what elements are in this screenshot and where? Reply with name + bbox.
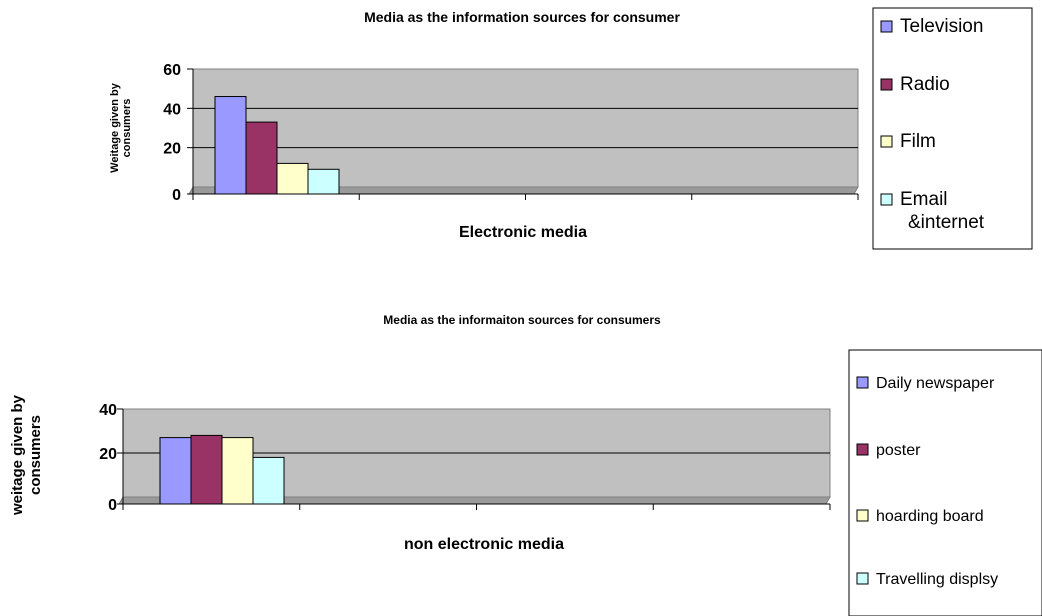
bar-radio bbox=[245, 121, 278, 195]
legend-swatch bbox=[880, 20, 893, 33]
legend-swatch bbox=[856, 376, 869, 389]
legend-swatch bbox=[856, 572, 869, 585]
y-tick-label: 0 bbox=[108, 497, 117, 514]
y-axis-label: weitage given byconsumers bbox=[9, 394, 44, 516]
chart-2: 0 20 40 Media as the informaiton sources fo… bbox=[9, 313, 1042, 616]
legend-swatch bbox=[880, 78, 893, 91]
y-tick-label: 40 bbox=[163, 101, 181, 118]
x-axis-label: Electronic media bbox=[459, 224, 587, 241]
legend-label: Television bbox=[900, 16, 983, 37]
bar-travelling-displsy bbox=[252, 456, 285, 505]
legend-box bbox=[872, 7, 1033, 250]
legend-label: Film bbox=[900, 131, 936, 152]
legend-label: poster bbox=[876, 442, 921, 459]
legend-swatch bbox=[856, 509, 869, 522]
y-tick-label: 60 bbox=[163, 62, 181, 79]
legend-label: Travelling displsy bbox=[876, 571, 998, 588]
chart-title: Media as the information sources for con… bbox=[364, 9, 680, 25]
y-tick-label: 0 bbox=[172, 187, 181, 204]
legend-label: hoarding board bbox=[876, 508, 984, 525]
chart-title: Media as the informaiton sources for con… bbox=[383, 313, 661, 327]
legend-swatch bbox=[856, 443, 869, 456]
bar-email-internet bbox=[307, 168, 340, 195]
bar-television bbox=[214, 96, 247, 195]
legend-label: Daily newspaper bbox=[876, 375, 995, 392]
legend-swatch bbox=[880, 135, 893, 148]
chart-1: 0 20 40 60 Media as the information sources … bbox=[109, 7, 1033, 250]
bar-film bbox=[276, 162, 309, 195]
legend-box bbox=[848, 349, 1042, 616]
bar-daily-newspaper bbox=[159, 437, 192, 505]
y-tick-label: 40 bbox=[99, 402, 117, 419]
bar-hoarding-board bbox=[221, 437, 254, 505]
y-tick-label: 20 bbox=[99, 446, 117, 463]
legend-label: Email &internet bbox=[900, 189, 985, 233]
legend-swatch bbox=[880, 193, 893, 206]
y-tick-label: 20 bbox=[163, 141, 181, 158]
y-axis-label: Weitage given byconsumers bbox=[109, 82, 133, 173]
x-axis-label: non electronic media bbox=[404, 536, 564, 553]
bar-poster bbox=[190, 434, 223, 505]
legend-label: Radio bbox=[900, 74, 950, 95]
legend: Daily newspaper poster hoarding board Trave… bbox=[848, 349, 1042, 616]
legend: Television Radio Film Email &internet bbox=[872, 7, 1033, 250]
